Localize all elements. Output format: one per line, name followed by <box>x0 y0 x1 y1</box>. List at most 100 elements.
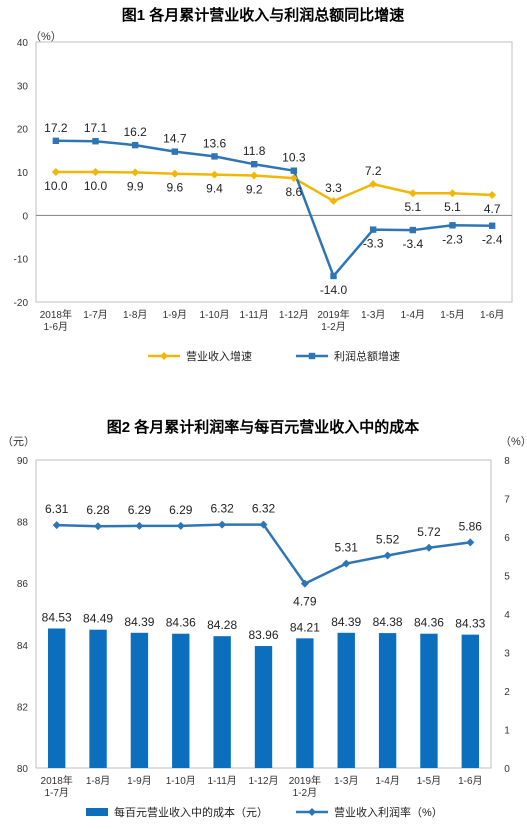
revenue-growth-point <box>369 180 378 189</box>
legend-margin-label: 营业收入利润率（%） <box>334 805 443 819</box>
legend-profit-label: 利润总额增速 <box>334 349 400 363</box>
cost-bar-label: 84.38 <box>373 615 403 629</box>
profit-growth-point <box>369 226 377 233</box>
cost-bar <box>461 634 480 768</box>
revenue-growth-label: 9.9 <box>127 179 144 193</box>
revenue-growth-label: 10.0 <box>44 179 68 193</box>
cost-bar-label: 84.53 <box>42 610 72 624</box>
profit-margin-label: 5.52 <box>376 532 400 546</box>
profit-growth-point <box>92 138 99 145</box>
chart1-x-tick: 1-3月 <box>361 309 385 321</box>
chart2-y-left-tick: 86 <box>17 579 29 590</box>
revenue-growth-label: 3.3 <box>325 181 342 195</box>
chart2-y-right-tick: 4 <box>504 610 510 621</box>
chart2-y-left-unit: （元） <box>2 435 35 448</box>
chart2-x-tick: 1-2月 <box>293 787 317 799</box>
profit-margin-point <box>342 559 351 568</box>
revenue-growth-label: 5.1 <box>444 200 461 214</box>
revenue-growth-point <box>91 168 100 176</box>
chart1-y-tick: 20 <box>17 125 29 136</box>
chart2-y-right-unit: （%） <box>500 435 527 448</box>
profit-growth-point <box>52 137 60 144</box>
chart1-x-tick: 1-8月 <box>123 309 147 321</box>
profit-growth-label: -3.4 <box>402 237 423 251</box>
profit-growth-point <box>250 161 258 168</box>
margin-cost-combo-chart: 图2 各月累计利润率与每百元营业收入中的成本 （元） （%） 84.53 84.4… <box>2 418 527 819</box>
profit-growth-label: 11.8 <box>243 144 266 158</box>
profit-margin-point <box>259 520 268 529</box>
profit-growth-label: -14.0 <box>320 283 348 297</box>
profit-growth-point <box>449 222 456 229</box>
profit-growth-point <box>131 141 139 149</box>
profit-growth-point <box>330 272 337 280</box>
profit-growth-label: 10.3 <box>282 151 306 165</box>
chart2-x-tick: 2018年 <box>41 774 73 787</box>
chart1-x-tick: 2018年 <box>40 308 72 321</box>
chart2-x-tick: 1-11月 <box>207 775 236 787</box>
profit-growth-point <box>409 226 417 234</box>
chart1-y-tick: -20 <box>14 298 29 309</box>
cost-bar-label: 83.96 <box>248 628 278 642</box>
revenue-growth-point <box>488 190 497 199</box>
chart2-x-tick: 1-12月 <box>248 775 278 787</box>
legend-profit-marker <box>308 352 316 360</box>
revenue-growth-label: 9.4 <box>206 182 223 196</box>
profit-margin-point <box>300 579 309 588</box>
cost-bar-label: 84.28 <box>207 618 237 632</box>
chart1-x-tick: 1-11月 <box>240 309 269 321</box>
chart2-y-right-tick: 3 <box>504 649 510 660</box>
profit-margin-label: 4.79 <box>293 595 317 609</box>
chart1-x-tick: 1-12月 <box>279 309 309 321</box>
revenue-growth-point <box>329 197 338 206</box>
cost-bar-label: 84.36 <box>414 616 444 630</box>
chart1-x-tick: 1-2月 <box>321 321 345 333</box>
chart1-x-tick: 1-9月 <box>163 309 187 321</box>
chart1-y-tick: -10 <box>14 255 29 266</box>
chart2-y-right-tick: 5 <box>504 572 510 583</box>
cost-bar-label: 84.39 <box>124 615 154 629</box>
cost-bar <box>420 633 438 768</box>
profit-margin-point <box>94 522 103 531</box>
chart2-x-tick: 1-3月 <box>334 775 358 787</box>
legend-margin-marker <box>308 808 316 816</box>
chart1-y-tick: 0 <box>22 211 28 222</box>
chart1-x-tick: 1-7月 <box>83 309 107 321</box>
chart2-x-tick: 1-10月 <box>166 775 196 787</box>
chart2-y-right-tick: 6 <box>504 533 510 544</box>
revenue-growth-point <box>289 174 298 183</box>
chart1-x-tick: 1-10月 <box>199 309 229 321</box>
cost-bar <box>47 628 66 768</box>
growth-rate-line-chart: 图1 各月累计营业收入与利润总额同比增速 （%） 40 30 20 10 0 -10 -20… <box>14 6 513 363</box>
profit-margin-label: 6.32 <box>210 502 234 516</box>
revenue-growth-label: 8.6 <box>285 185 302 199</box>
profit-growth-label: 13.6 <box>203 136 227 150</box>
chart2-x-tick: 1-7月 <box>44 787 68 799</box>
chart2-x-tick: 2019年 <box>289 774 321 787</box>
profit-margin-line <box>56 523 471 585</box>
chart2-y-left-tick: 82 <box>17 702 29 713</box>
revenue-growth-line <box>55 170 493 203</box>
profit-growth-label: -2.3 <box>442 232 463 246</box>
profit-margin-point <box>135 521 144 530</box>
chart1-y-tick: 10 <box>17 168 29 179</box>
cost-bar <box>130 632 149 768</box>
profit-margin-label: 5.72 <box>417 525 441 539</box>
chart1-title: 图1 各月累计营业收入与利润总额同比增速 <box>122 6 405 24</box>
chart2-x-tick: 1-5月 <box>417 775 441 787</box>
revenue-growth-point <box>408 189 417 198</box>
profit-margin-point <box>176 521 185 530</box>
profit-growth-label: -3.3 <box>363 237 384 251</box>
cost-bar <box>213 636 231 768</box>
cost-bar-label: 84.21 <box>290 620 320 634</box>
profit-margin-label: 6.31 <box>45 502 69 516</box>
profit-growth-label: -2.4 <box>482 233 503 247</box>
profit-growth-point <box>211 153 218 160</box>
profit-margin-point <box>424 543 433 552</box>
chart1-x-tick: 1-5月 <box>440 309 464 321</box>
chart2-y-right-tick: 7 <box>504 495 510 506</box>
cost-bar <box>296 638 314 768</box>
profit-growth-line <box>55 139 493 278</box>
cost-bar <box>337 632 355 768</box>
profit-growth-label: 14.7 <box>163 132 187 146</box>
